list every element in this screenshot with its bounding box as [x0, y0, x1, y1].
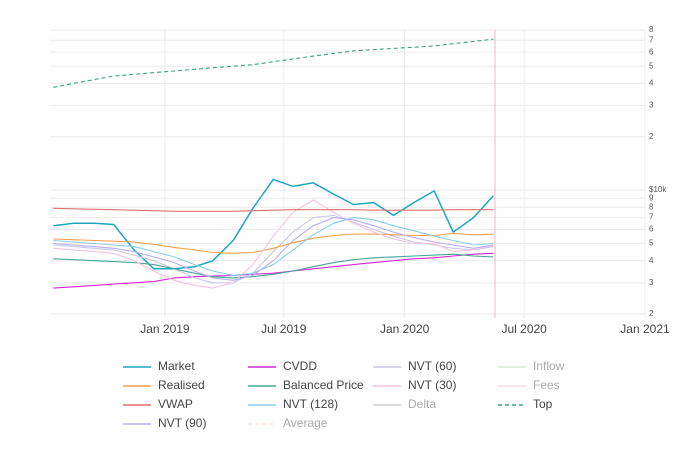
legend-label: Top: [533, 397, 553, 411]
y-tick-label: 2: [649, 132, 654, 141]
x-tick-label: Jul 2020: [501, 322, 547, 336]
legend-label: Fees: [533, 378, 560, 392]
legend-item[interactable]: NVT (128): [248, 397, 338, 411]
legend-item[interactable]: Top: [498, 397, 553, 411]
y-tick-label: 8: [649, 25, 654, 34]
x-tick-label: Jan 2021: [620, 322, 670, 336]
y-tick-label: 5: [649, 61, 654, 70]
y-tick-label: 5: [649, 239, 654, 248]
y-tick-label: 6: [649, 225, 654, 234]
legend-label: VWAP: [158, 397, 193, 411]
legend-item[interactable]: Inflow: [498, 359, 565, 373]
x-tick-label: Jan 2020: [380, 322, 430, 336]
y-tick-label: 7: [649, 213, 654, 222]
y-tick-label: 9: [649, 193, 654, 202]
series-line: [53, 38, 494, 88]
series-line: [53, 217, 494, 277]
legend-item[interactable]: NVT (90): [123, 416, 206, 430]
legend-item[interactable]: CVDD: [248, 359, 317, 373]
y-tick-label: 3: [649, 278, 654, 287]
legend-item[interactable]: Balanced Price: [248, 378, 364, 392]
series-line: [53, 207, 494, 212]
legend-item[interactable]: NVT (30): [373, 378, 456, 392]
y-tick-label: 4: [649, 78, 654, 87]
legend-item[interactable]: NVT (60): [373, 359, 456, 373]
x-tick-label: Jul 2019: [261, 322, 307, 336]
legend-label: NVT (128): [283, 397, 338, 411]
legend-label: NVT (30): [408, 378, 456, 392]
legend-label: Average: [283, 416, 328, 430]
y-tick-label: 7: [649, 35, 654, 44]
legend-label: Realised: [158, 378, 205, 392]
legend-label: NVT (60): [408, 359, 456, 373]
legend-label: NVT (90): [158, 416, 206, 430]
legend-label: Inflow: [533, 359, 565, 373]
series-line: [53, 253, 494, 279]
y-tick-label: 3: [649, 101, 654, 110]
legend-item[interactable]: Delta: [373, 397, 436, 411]
y-tick-label: 2: [649, 309, 654, 318]
legend-item[interactable]: Market: [123, 359, 195, 373]
legend-label: CVDD: [283, 359, 317, 373]
x-tick-label: Jan 2019: [140, 322, 190, 336]
series-line: [53, 232, 494, 254]
legend-item[interactable]: Average: [248, 416, 328, 430]
y-tick-label: $10k: [649, 185, 667, 194]
legend-label: Market: [158, 359, 195, 373]
y-tick-label: 6: [649, 47, 654, 56]
legend-item[interactable]: Fees: [498, 378, 560, 392]
legend-item[interactable]: VWAP: [123, 397, 193, 411]
y-tick-label: 8: [649, 202, 654, 211]
legend-label: Balanced Price: [283, 378, 364, 392]
series-line: [53, 217, 494, 281]
series-line: [53, 199, 494, 289]
y-tick-label: 4: [649, 256, 654, 265]
legend-item[interactable]: Realised: [123, 378, 205, 392]
legend-label: Delta: [408, 397, 436, 411]
series-line: [53, 252, 494, 289]
